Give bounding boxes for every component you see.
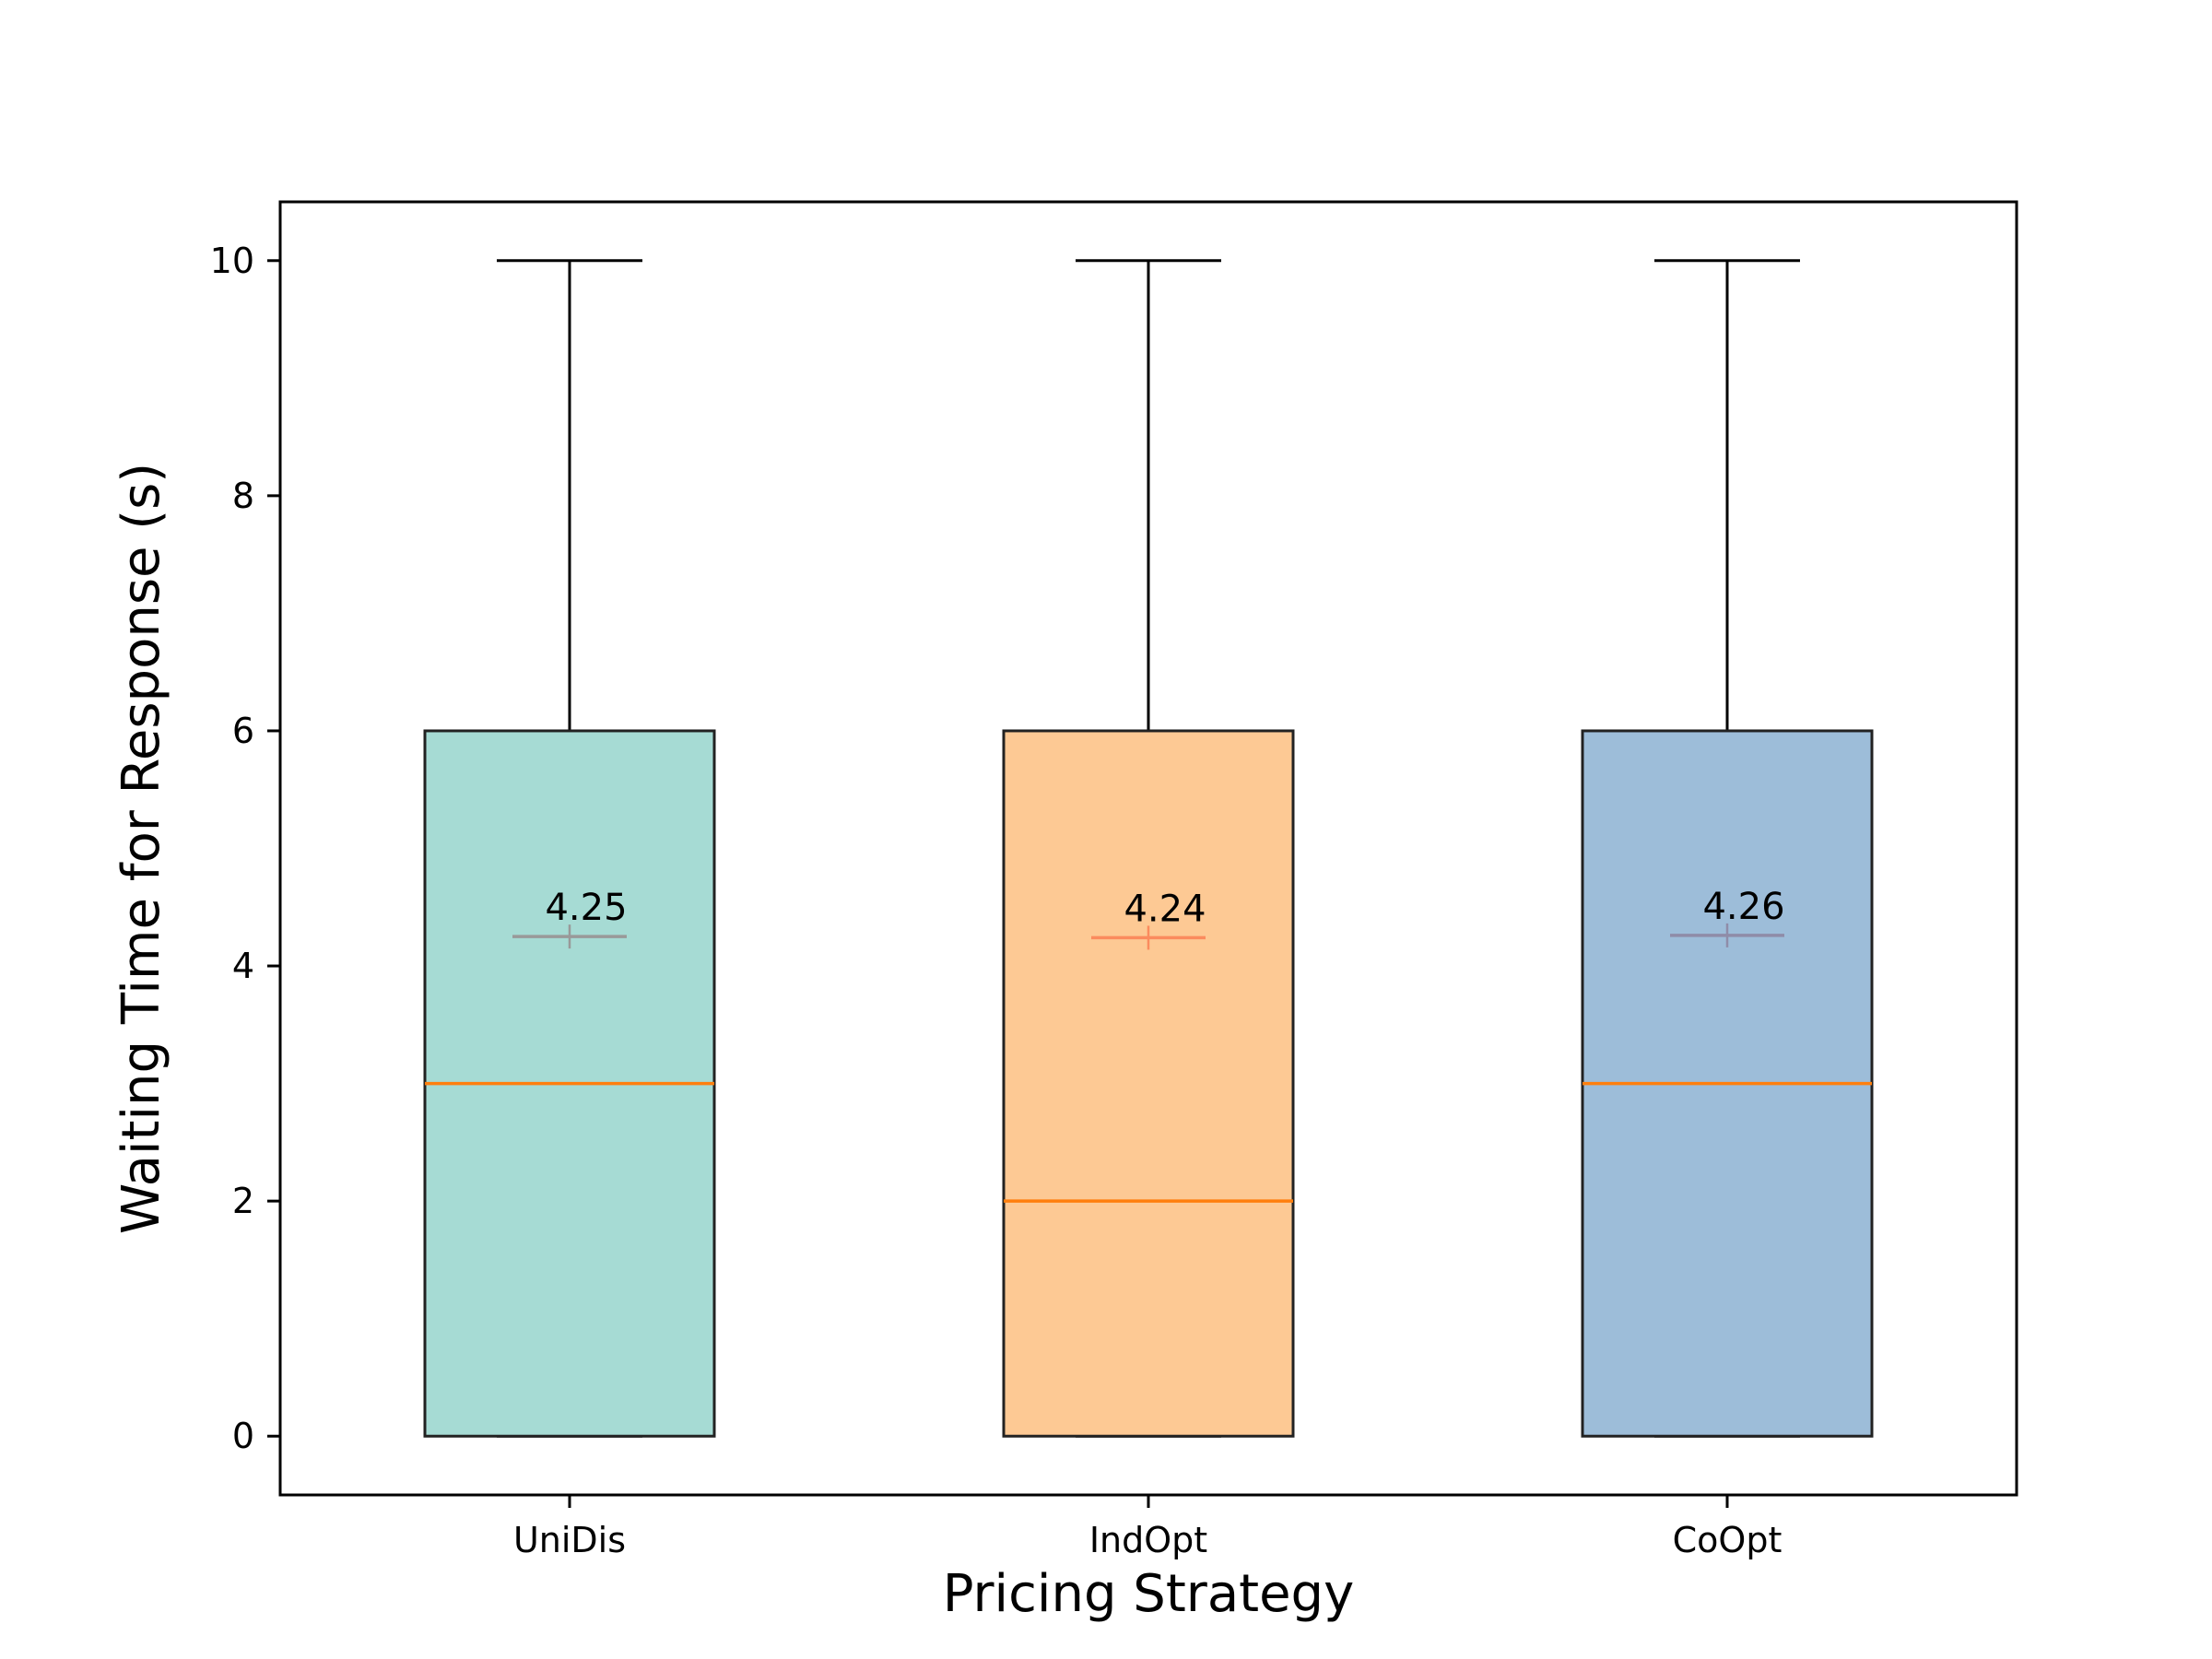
x-tick-label: UniDis <box>513 1520 626 1560</box>
box-group-unidis: 4.25 <box>423 259 716 1438</box>
box-group-coopt: 4.26 <box>1581 259 1874 1438</box>
x-tick-label: CoOpt <box>1673 1520 1783 1560</box>
x-tick-label: IndOpt <box>1089 1520 1207 1560</box>
y-tick-label: 8 <box>232 476 254 516</box>
y-tick-label: 10 <box>210 241 254 281</box>
x-axis-title: Pricing Strategy <box>943 1564 1355 1624</box>
mean-value-label: 4.26 <box>1702 886 1784 928</box>
plot-marks: 4.25 4.24 4.26 <box>423 259 1874 1438</box>
box-group-indopt: 4.24 <box>1002 259 1295 1438</box>
y-tick-label: 0 <box>232 1416 254 1456</box>
y-tick-label: 6 <box>232 711 254 751</box>
x-axis: UniDis IndOpt CoOpt <box>513 1495 1782 1560</box>
y-tick-label: 2 <box>232 1181 254 1221</box>
y-axis: 0 2 4 6 8 10 <box>210 241 280 1456</box>
box-iqr <box>1002 729 1295 1438</box>
y-axis-title: Waiting Time for Response (s) <box>112 463 171 1234</box>
mean-value-label: 4.25 <box>545 887 627 929</box>
y-tick-label: 4 <box>232 946 254 986</box>
mean-value-label: 4.24 <box>1124 888 1206 930</box>
